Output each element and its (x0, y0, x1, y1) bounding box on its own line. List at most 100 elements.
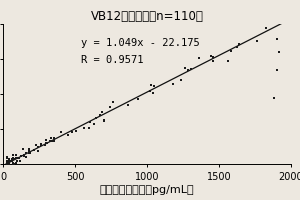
Point (6, 161, 11, 164)
Point (45, 141, 50, 145)
Point (49, 140, 54, 143)
Point (11, 161, 15, 164)
Point (23, 155, 28, 158)
Point (277, 50, 282, 54)
Point (170, 82, 175, 86)
Point (18, 155, 23, 158)
Point (28, 151, 33, 154)
Point (26, 150, 31, 153)
Point (47, 139, 52, 142)
Point (38, 143, 43, 146)
Title: VB12临床试验（n=110）: VB12临床试验（n=110） (91, 10, 203, 23)
Point (43, 143, 48, 146)
Point (5, 162, 10, 166)
Point (21, 155, 26, 158)
Point (74, 129, 79, 132)
Point (101, 119, 106, 122)
Point (260, 20, 264, 23)
Point (13, 161, 18, 165)
Point (99, 110, 104, 113)
Text: R = 0.9571: R = 0.9571 (81, 55, 143, 65)
Point (22, 153, 26, 156)
Point (179, 79, 184, 82)
Point (108, 105, 113, 108)
Point (23, 151, 28, 154)
Point (11, 157, 16, 160)
Point (27, 152, 32, 155)
Point (274, 38, 279, 41)
Point (98, 113, 103, 116)
Point (186, 68, 191, 71)
Point (27, 147, 32, 150)
Text: y = 1.049x - 22.175: y = 1.049x - 22.175 (81, 38, 200, 48)
Point (235, 45, 240, 49)
Point (81, 126, 86, 129)
Point (28, 151, 32, 154)
Point (148, 89, 152, 93)
Point (36, 146, 41, 149)
Point (5, 162, 10, 166)
Point (65, 133, 70, 136)
Point (125, 103, 130, 107)
Point (92, 122, 97, 125)
Point (6, 160, 11, 163)
Point (5, 156, 10, 160)
Point (5, 161, 10, 164)
Point (5, 161, 10, 164)
Point (11, 162, 16, 166)
Point (17, 160, 22, 163)
Point (7, 157, 12, 160)
Point (5, 162, 10, 166)
Point (5, 162, 10, 166)
Point (7, 162, 12, 166)
Point (226, 60, 230, 63)
Point (27, 150, 32, 153)
Point (87, 120, 92, 123)
Point (208, 54, 213, 57)
Point (101, 119, 106, 123)
Point (52, 136, 57, 139)
Point (255, 39, 260, 42)
X-axis label: 放免试剂测定值（pg/mL）: 放免试剂测定值（pg/mL） (100, 185, 194, 195)
Point (189, 67, 194, 71)
Point (51, 140, 56, 143)
Point (11, 162, 16, 166)
Point (20, 147, 25, 151)
Point (7, 162, 12, 166)
Point (70, 130, 74, 133)
Point (196, 57, 201, 60)
Point (263, 26, 268, 29)
Point (150, 91, 155, 95)
Point (14, 154, 18, 157)
Point (7, 159, 11, 163)
Point (14, 159, 19, 162)
Point (15, 157, 20, 160)
Point (148, 84, 153, 87)
Point (10, 157, 14, 160)
Point (58, 131, 63, 134)
Point (12, 157, 17, 161)
Point (5, 155, 10, 158)
Point (5, 162, 10, 166)
Point (211, 59, 215, 62)
Point (8, 160, 12, 163)
Point (5, 162, 10, 166)
Point (10, 158, 15, 161)
Point (5, 161, 10, 165)
Point (86, 126, 91, 129)
Point (5, 160, 10, 163)
Point (38, 143, 43, 146)
Point (5, 162, 10, 165)
Point (43, 142, 48, 145)
Point (11, 154, 15, 157)
Point (136, 97, 140, 100)
Point (14, 157, 19, 160)
Point (9, 159, 14, 163)
Point (48, 137, 53, 140)
Point (271, 97, 276, 100)
Point (237, 42, 242, 45)
Point (6, 161, 11, 164)
Point (274, 69, 279, 72)
Point (211, 55, 216, 58)
Point (22, 153, 27, 157)
